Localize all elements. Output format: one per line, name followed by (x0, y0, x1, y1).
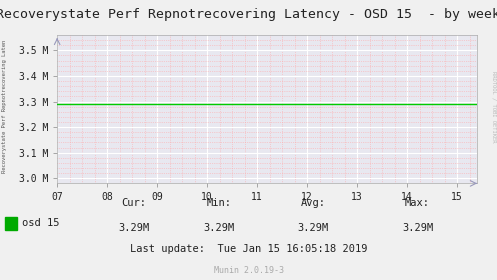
Text: Recoverystate Perf Repnotrecovering Laten: Recoverystate Perf Repnotrecovering Late… (2, 40, 7, 173)
Text: 3.29M: 3.29M (298, 223, 329, 233)
Text: 3.29M: 3.29M (119, 223, 150, 233)
Text: Munin 2.0.19-3: Munin 2.0.19-3 (214, 266, 283, 275)
Text: Min:: Min: (206, 198, 231, 208)
Text: Max:: Max: (405, 198, 430, 208)
Text: 3.29M: 3.29M (402, 223, 433, 233)
Text: 3.29M: 3.29M (203, 223, 234, 233)
Text: RRDTOOL / TOBI OETIKER: RRDTOOL / TOBI OETIKER (491, 71, 496, 142)
Text: Avg:: Avg: (301, 198, 326, 208)
Text: Recoverystate Perf Repnotrecovering Latency - OSD 15  - by week: Recoverystate Perf Repnotrecovering Late… (0, 8, 497, 21)
Text: Cur:: Cur: (122, 198, 147, 208)
Text: Last update:  Tue Jan 15 16:05:18 2019: Last update: Tue Jan 15 16:05:18 2019 (130, 244, 367, 254)
Text: osd 15: osd 15 (22, 218, 60, 228)
